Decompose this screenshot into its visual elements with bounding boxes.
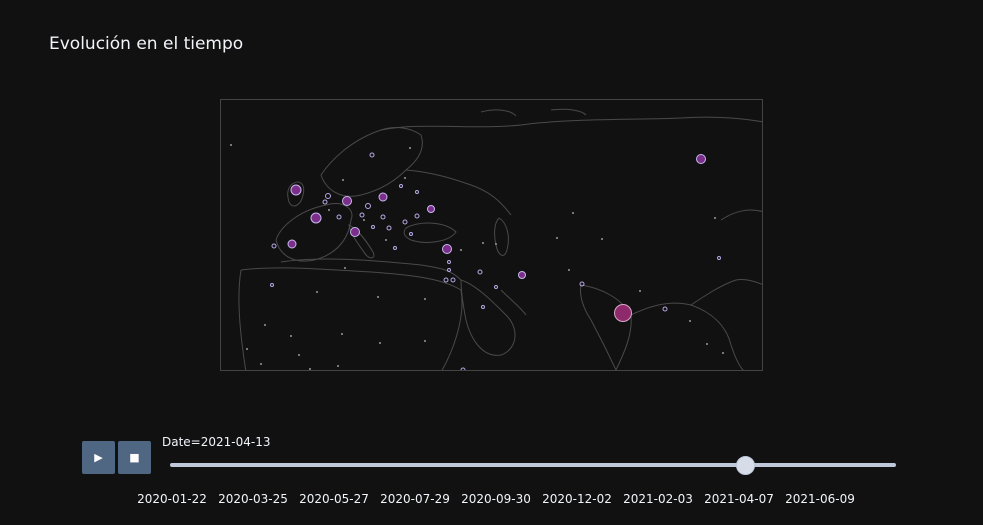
slider-tick[interactable]: 2020-03-25 [218,492,288,506]
slider-tick[interactable]: 2021-04-07 [704,492,774,506]
markers [230,144,724,370]
chart-title: Evolución en el tiempo [49,34,244,54]
slider-current-value: Date=2021-04-13 [162,435,271,449]
play-icon: ▶ [94,451,103,464]
geo-map[interactable] [221,100,763,371]
slider-rail[interactable] [170,463,896,467]
slider-ticks: 2020-01-22 2020-03-25 2020-05-27 2020-07… [0,492,983,508]
coastlines [238,108,762,370]
play-button[interactable]: ▶ [82,441,115,474]
slider-tick[interactable]: 2020-01-22 [137,492,207,506]
slider-handle[interactable] [736,456,755,475]
slider-tick[interactable]: 2020-05-27 [299,492,369,506]
slider-tick[interactable]: 2021-06-09 [785,492,855,506]
slider-tick[interactable]: 2020-12-02 [542,492,612,506]
stop-button[interactable]: ■ [118,441,151,474]
slider-tick[interactable]: 2021-02-03 [623,492,693,506]
slider-tick[interactable]: 2020-07-29 [380,492,450,506]
map-area[interactable] [220,99,763,371]
slider-tick[interactable]: 2020-09-30 [461,492,531,506]
stop-icon: ■ [129,451,140,464]
